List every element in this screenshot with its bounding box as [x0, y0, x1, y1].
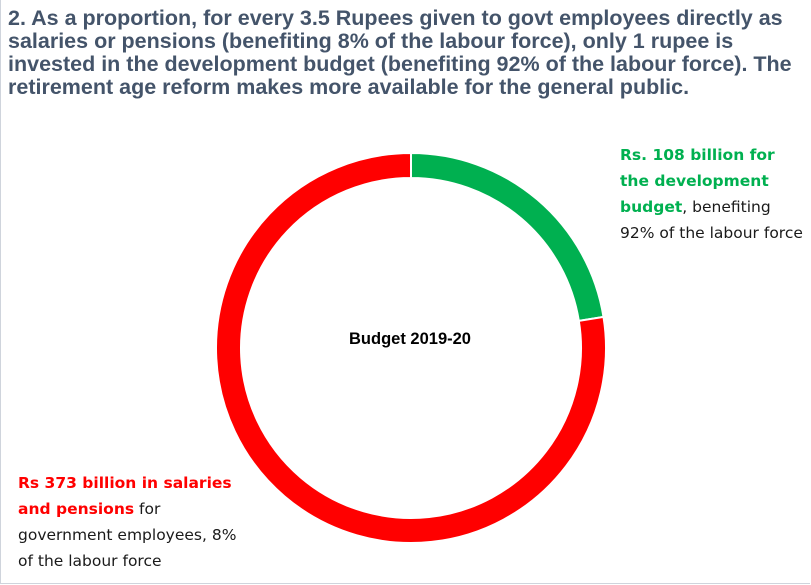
donut-slice-salaries: [215, 151, 607, 544]
salaries-pensions-highlight: Rs 373 billion in salaries and pensions: [18, 474, 232, 518]
development-budget-beneficiaries: benefiting 92% of the labour force: [620, 198, 803, 242]
development-budget-annotation: Rs. 108 billion for the development budg…: [620, 142, 805, 246]
salaries-pensions-annotation: Rs 373 billion in salaries and pensions …: [18, 470, 248, 574]
chart-center-label: Budget 2019-20: [349, 330, 471, 348]
salaries-pensions-beneficiaries: government employees, 8% of the labour f…: [18, 526, 237, 570]
development-budget-comma: ,: [682, 198, 688, 216]
development-budget-highlight: Rs. 108 billion for the development budg…: [620, 146, 775, 216]
slide-headline: 2. As a proportion, for every 3.5 Rupees…: [8, 6, 792, 99]
salaries-pensions-for: for: [134, 500, 161, 518]
donut-slice-development: [410, 151, 605, 323]
